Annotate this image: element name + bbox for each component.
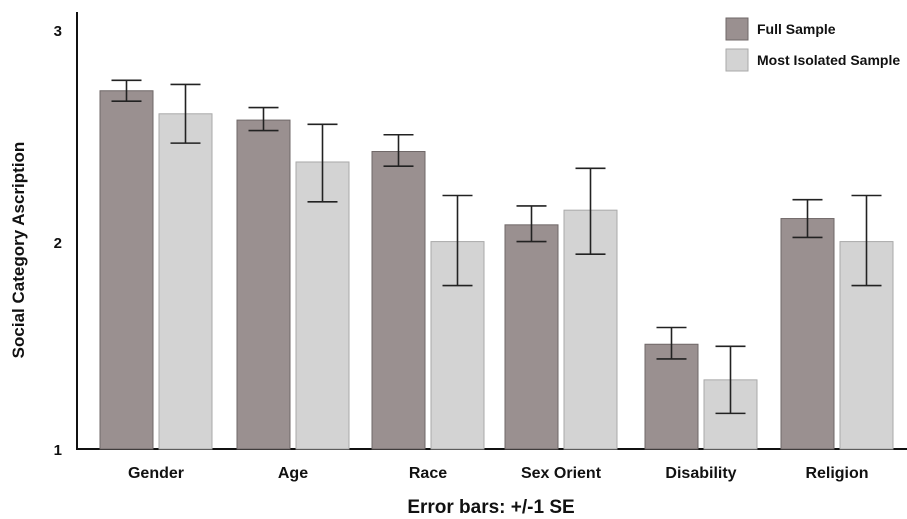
error-bar-religion-most-isolated-sample	[851, 194, 882, 287]
category-label-sex-orient: Sex Orient	[521, 465, 602, 482]
error-bar-gender-full-sample	[111, 79, 142, 103]
category-label-disability: Disability	[665, 465, 736, 482]
legend: Full Sample Most Isolated Sample	[725, 17, 900, 72]
bar-sex-orient-full-sample	[504, 224, 559, 450]
bar-religion-full-sample	[780, 218, 835, 450]
y-axis-label: Social Category Ascription	[9, 142, 28, 359]
error-bar-disability-full-sample	[656, 326, 687, 360]
axes	[76, 12, 907, 450]
category-labels: Gender Age Race Sex Orient Disability Religio…	[128, 465, 869, 482]
category-label-age: Age	[278, 465, 308, 482]
y-tick-label-3: 3	[54, 23, 62, 40]
error-bar-gender-most-isolated-sample	[170, 83, 201, 144]
error-bar-sex-orient-most-isolated-sample	[575, 167, 606, 255]
error-bar-religion-full-sample	[792, 198, 823, 239]
y-tick-label-2: 2	[54, 235, 62, 252]
error-bars	[111, 79, 882, 415]
legend-swatch-most-isolated-sample	[725, 48, 749, 72]
error-bar-sex-orient-full-sample	[516, 205, 547, 243]
category-label-religion: Religion	[805, 465, 868, 482]
bar-gender-full-sample	[99, 90, 154, 450]
bar-age-most-isolated-sample	[295, 161, 350, 450]
legend-label-full-sample: Full Sample	[757, 21, 836, 37]
error-bar-race-full-sample	[383, 133, 414, 167]
bars	[99, 90, 894, 450]
bar-gender-most-isolated-sample	[158, 113, 213, 450]
error-bar-race-most-isolated-sample	[442, 194, 473, 287]
legend-label-most-isolated-sample: Most Isolated Sample	[757, 52, 900, 68]
x-axis-label: Error bars: +/-1 SE	[407, 497, 574, 518]
error-bar-age-full-sample	[248, 106, 279, 132]
y-tick-labels: 1 2 3	[54, 23, 62, 459]
category-label-race: Race	[409, 465, 447, 482]
error-bar-age-most-isolated-sample	[307, 123, 338, 203]
bar-race-full-sample	[371, 151, 426, 450]
legend-swatch-full-sample	[725, 17, 749, 41]
category-label-gender: Gender	[128, 465, 184, 482]
bar-age-full-sample	[236, 119, 291, 450]
y-tick-label-1: 1	[54, 442, 62, 459]
bar-disability-full-sample	[644, 343, 699, 450]
error-bar-disability-most-isolated-sample	[715, 345, 746, 415]
